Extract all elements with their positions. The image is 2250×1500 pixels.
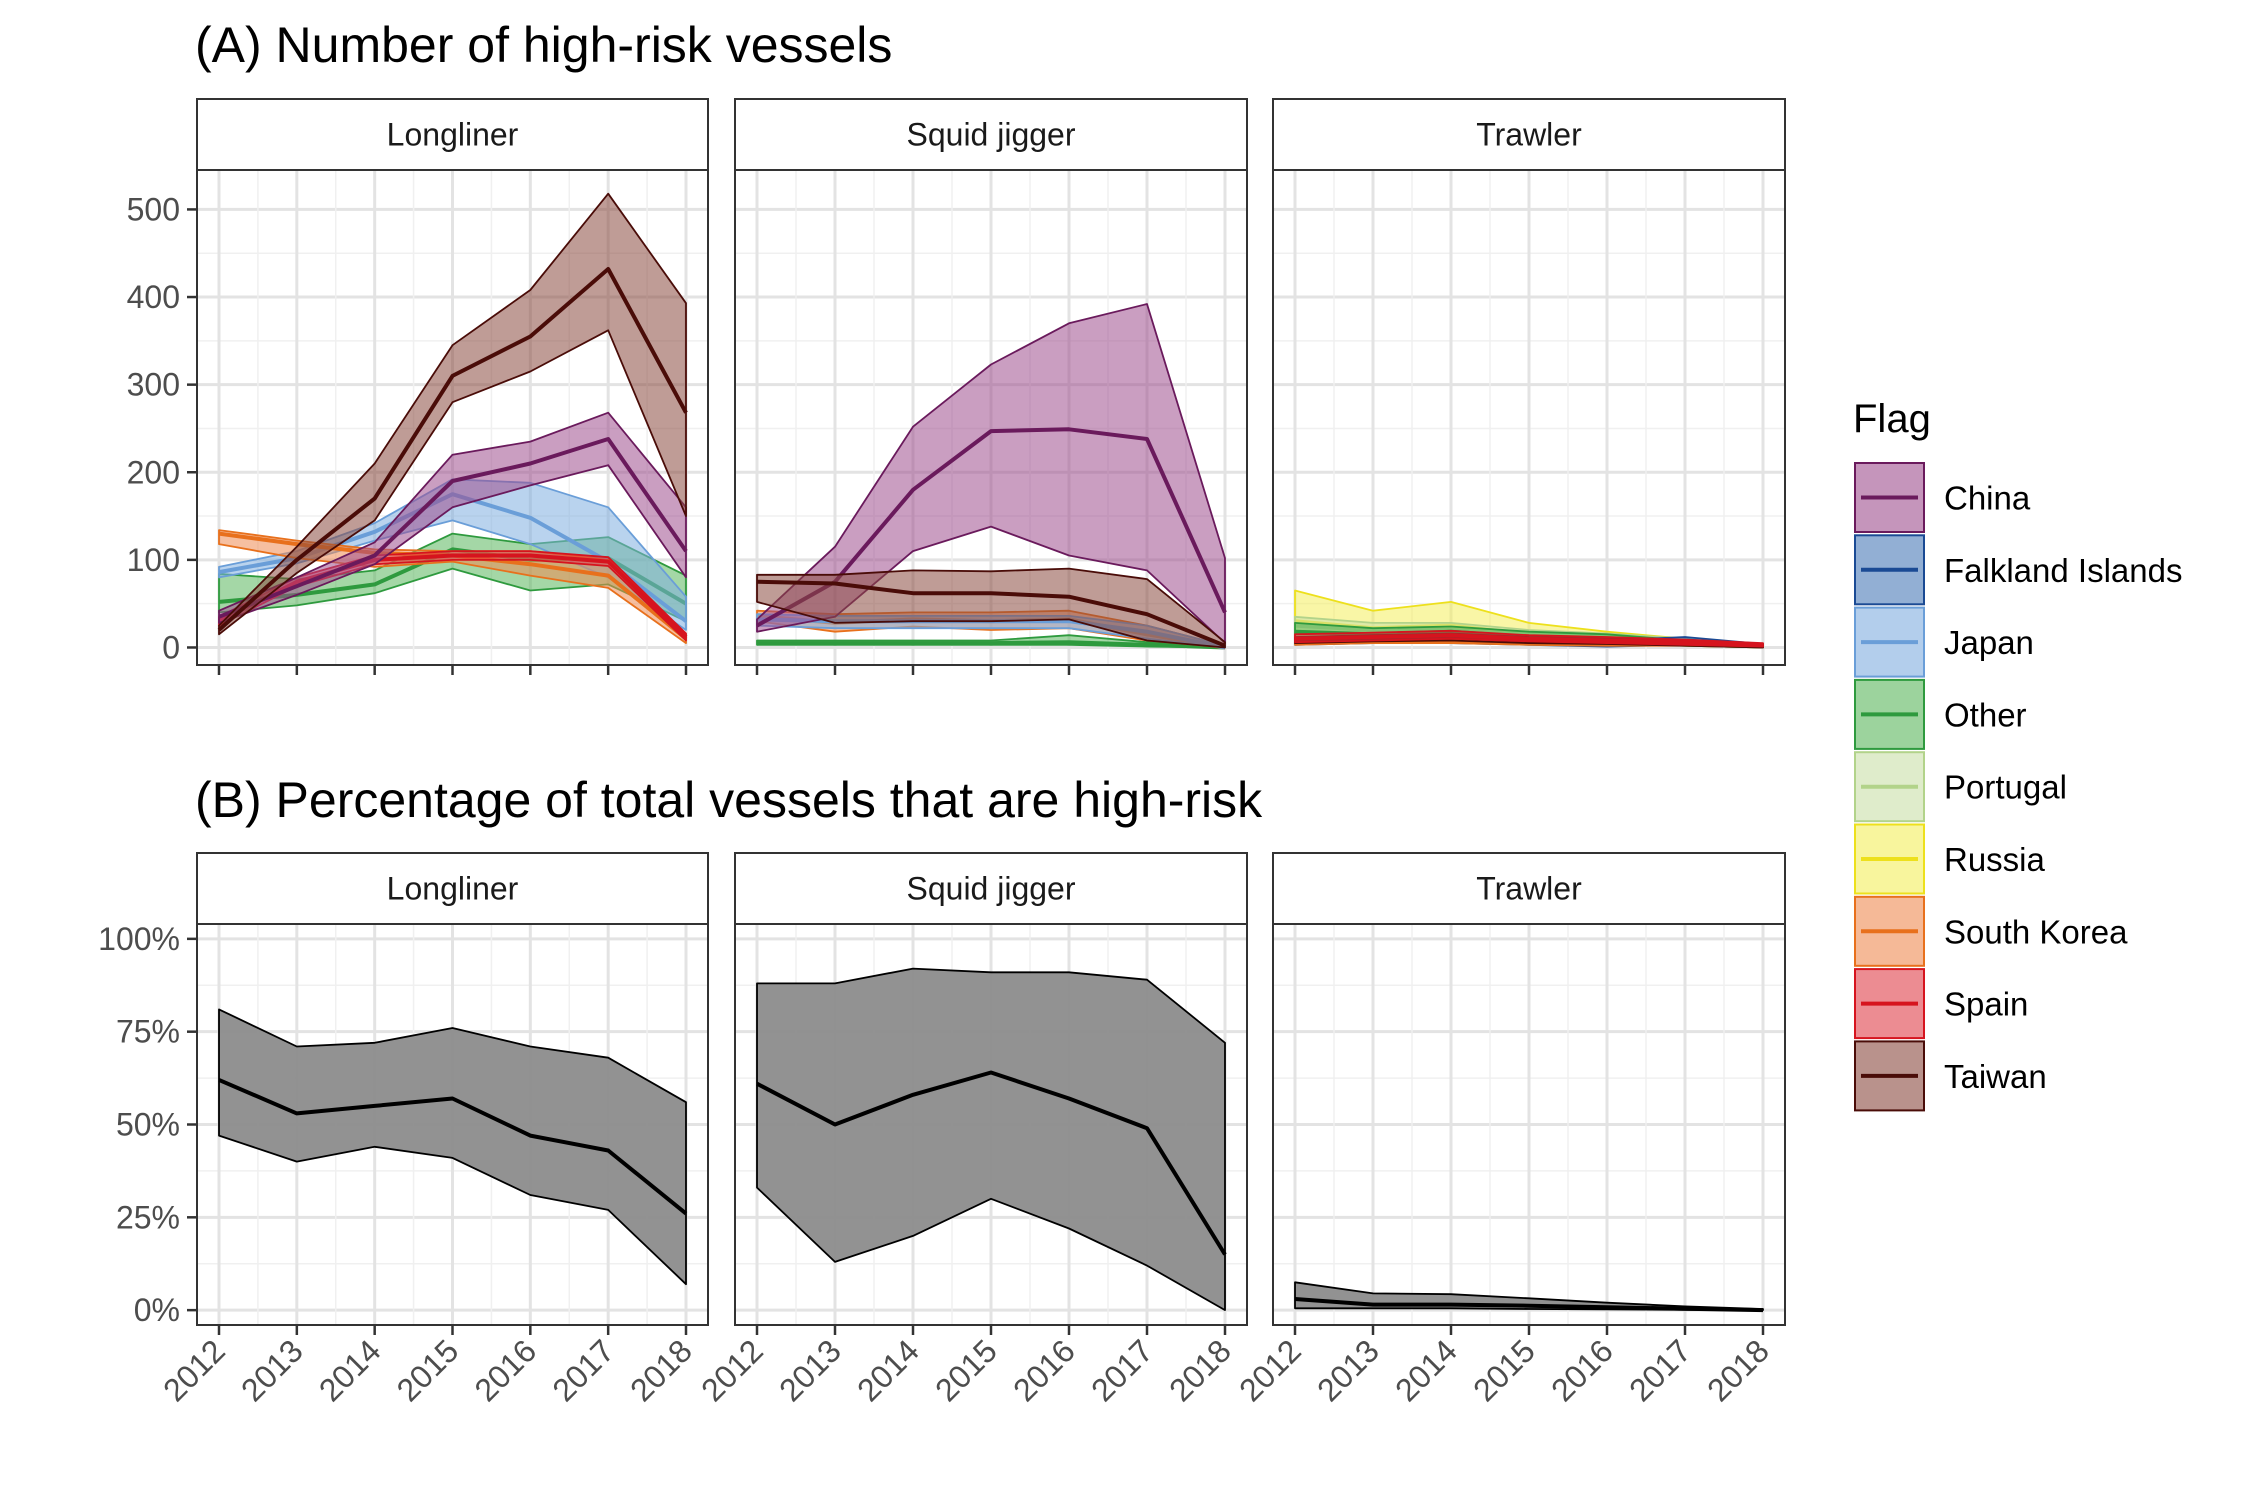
strip-label: Squid jigger [907,871,1076,907]
y-tick-label: 100 [127,542,180,578]
x-tick-label: 2018 [1700,1332,1776,1408]
panel-b-title: (B) Percentage of total vessels that are… [195,772,1263,828]
x-tick-label: 2015 [928,1332,1004,1408]
legend-item-spain: Spain [1854,968,2028,1040]
facet-a-trawler: Trawler [1272,98,1786,675]
strip-label: Squid jigger [907,117,1076,153]
y-tick-label: 75% [116,1014,180,1050]
legend-label: China [1944,480,2031,517]
legend-item-japan: Japan [1854,606,2034,678]
strip-label: Longliner [387,871,519,907]
legend-item-taiwan: Taiwan [1854,1040,2047,1112]
strip-label: Longliner [387,117,519,153]
facet-b-longliner: Longliner 2012 2013 2014 2015 2016 2017 2018 0% 2… [98,852,709,1408]
x-tick-label: 2016 [1544,1332,1620,1408]
x-tick-label: 2014 [312,1332,388,1408]
ribbon-total [218,1008,687,1286]
facet-b-trawler: Trawler 2012 2013 2014 2015 2016 2017 2018 [1232,852,1786,1408]
strip-label: Trawler [1476,871,1582,907]
strip-box [196,852,709,925]
y-tick-label: 0 [162,629,180,665]
legend-item-russia: Russia [1854,823,2046,895]
x-tick-label: 2013 [234,1332,310,1408]
strip-box [1272,98,1786,171]
legend-label: Russia [1944,841,2046,878]
line-taiwan [217,267,688,632]
x-tick-label: 2018 [1162,1332,1238,1408]
x-tick-label: 2017 [545,1332,621,1408]
strip-box [196,98,709,171]
facet-a-longliner: Longliner 0 100 200 300 400 500 [127,98,709,675]
legend-label: Taiwan [1944,1058,2047,1095]
facet-a-squid-jigger: Squid jigger [734,98,1248,675]
line-taiwan [756,579,1226,648]
x-tick-label: 2016 [1006,1332,1082,1408]
x-tick-label: 2013 [1310,1332,1386,1408]
panel-a-title: (A) Number of high-risk vessels [195,17,892,73]
y-tick-label: 200 [127,454,180,490]
y-tick-label: 0% [134,1292,180,1328]
y-tick-label: 300 [127,367,180,403]
line-total [1294,1297,1764,1313]
legend-label: Other [1944,696,2027,733]
line-other [757,640,1226,650]
x-tick-label: 2012 [694,1332,770,1408]
legend-item-falkland-islands: Falkland Islands [1854,534,2182,606]
panel-a-plots: Longliner 0 100 200 300 400 500 Squid jigger Tra… [127,98,1786,675]
legend-item-china: China [1854,462,2031,533]
legend-item-south-korea: South Korea [1854,895,2128,967]
x-tick-label: 2015 [390,1332,466,1408]
x-tick-label: 2015 [1466,1332,1542,1408]
line-total [756,1070,1227,1256]
x-tick-label: 2017 [1622,1332,1698,1408]
strip-box [734,852,1248,925]
legend-title: Flag [1853,397,1931,441]
legend-item-other: Other [1854,678,2027,750]
y-tick-label: 25% [116,1199,180,1235]
ribbon-total [756,967,1226,1311]
legend: Flag China Falkland Islands Japan Other Port… [1853,397,2182,1112]
y-tick-label: 500 [127,191,180,227]
facet-b-squid-jigger: Squid jigger 2012 2013 2014 2015 2016 2017 2018 [694,852,1248,1408]
legend-label: Japan [1944,624,2034,661]
legend-label: Falkland Islands [1944,552,2182,589]
x-tick-label: 2014 [1388,1332,1464,1408]
x-tick-label: 2012 [1232,1332,1308,1408]
x-tick-label: 2017 [1084,1332,1160,1408]
legend-label: Spain [1944,986,2028,1023]
legend-label: Portugal [1944,769,2067,806]
y-tick-label: 100% [98,921,180,957]
strip-label: Trawler [1476,117,1582,153]
y-tick-label: 400 [127,279,180,315]
strip-box [1272,852,1786,925]
y-tick-label: 50% [116,1107,180,1143]
x-tick-label: 2012 [156,1332,232,1408]
strip-box [734,98,1248,171]
legend-item-portugal: Portugal [1854,751,2067,823]
line-china [218,437,688,619]
legend-label: South Korea [1944,913,2128,950]
x-tick-label: 2018 [623,1332,699,1408]
x-tick-label: 2013 [772,1332,848,1408]
x-tick-label: 2016 [467,1332,543,1408]
line-total [218,1078,688,1216]
line-spain [1294,633,1764,647]
x-tick-label: 2014 [850,1332,926,1408]
